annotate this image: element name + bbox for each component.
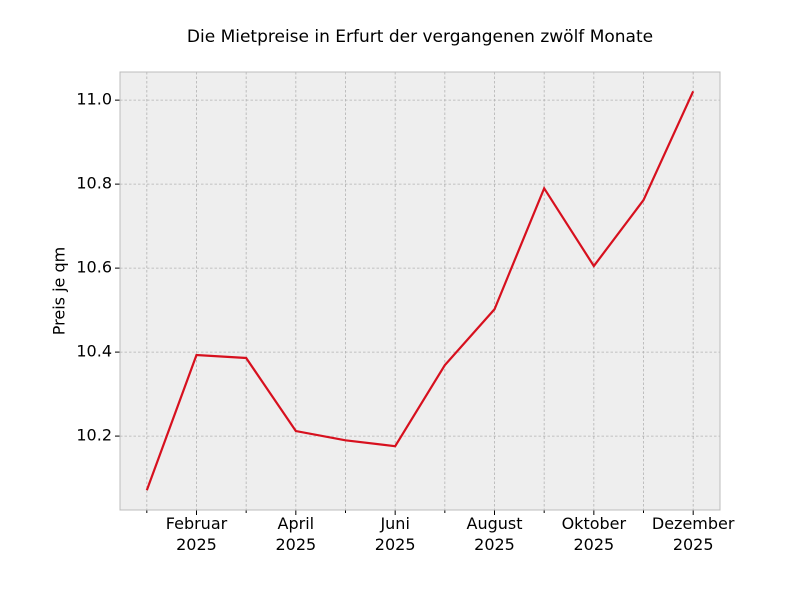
x-tick-label: April 2025 (275, 514, 316, 554)
y-tick-label: 10.4 (76, 342, 112, 361)
plot-border (119, 71, 721, 511)
y-tick-label: 10.8 (76, 174, 112, 193)
y-tick-label: 10.6 (76, 258, 112, 277)
y-tick-label: 10.2 (76, 426, 112, 445)
y-tick-label: 11.0 (76, 90, 112, 109)
x-tick-label: Juni 2025 (375, 514, 416, 554)
chart-title: Die Mietpreise in Erfurt der vergangenen… (187, 27, 653, 47)
x-tick-label: Februar 2025 (166, 514, 228, 554)
x-tick-label: August 2025 (467, 514, 523, 554)
y-axis-label: Preis je qm (50, 247, 69, 335)
x-tick-label: Oktober 2025 (562, 514, 627, 554)
plot-area (120, 72, 720, 510)
data-line (145, 90, 695, 491)
x-tick-label: Dezember 2025 (652, 514, 735, 554)
